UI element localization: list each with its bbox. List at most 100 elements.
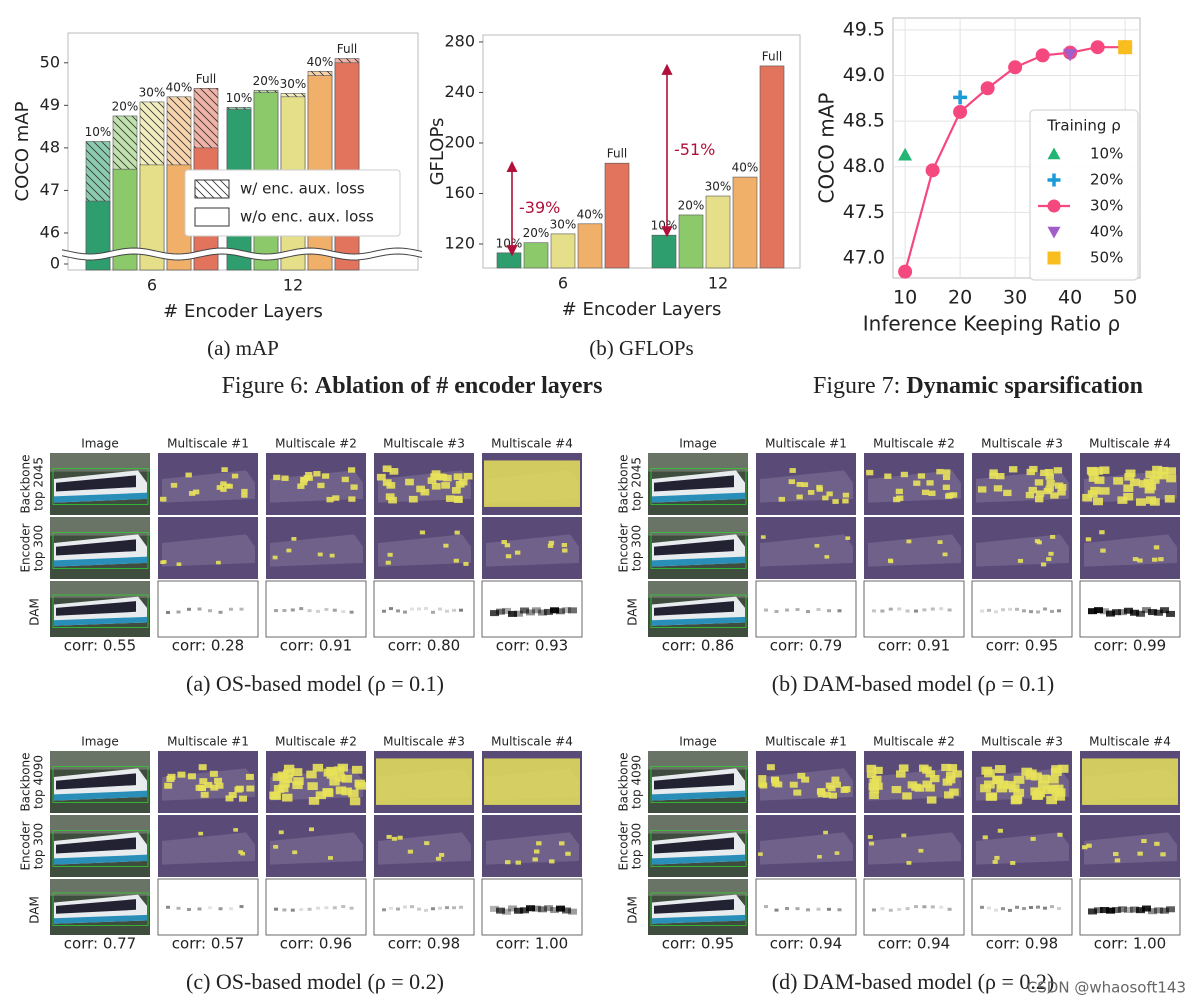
dam-spot bbox=[550, 607, 559, 614]
tram-stripe bbox=[652, 854, 745, 865]
selected-token bbox=[397, 835, 403, 840]
dam-spot bbox=[1106, 907, 1115, 914]
x-tick-label: 6 bbox=[147, 276, 157, 295]
dam-spot bbox=[290, 608, 295, 612]
dam-spot bbox=[218, 610, 223, 614]
dam-spot bbox=[1015, 607, 1019, 611]
selected-token bbox=[1149, 498, 1160, 506]
dam-spot bbox=[166, 905, 170, 909]
dam-spot bbox=[922, 905, 927, 909]
dam-spot bbox=[459, 905, 463, 909]
tram-stripe bbox=[652, 616, 745, 626]
dam-spot bbox=[1094, 607, 1103, 614]
tram-shape bbox=[270, 470, 363, 503]
selected-token bbox=[1145, 470, 1156, 479]
bbox bbox=[650, 532, 747, 569]
selected-token bbox=[565, 851, 571, 856]
selected-token bbox=[241, 492, 248, 498]
bar bbox=[678, 214, 704, 269]
figure-caption: Figure 6: Ablation of # encoder layers bbox=[222, 373, 603, 399]
legend-title: Training ρ bbox=[1046, 117, 1120, 135]
tram-shape bbox=[760, 832, 853, 865]
dam-spot bbox=[1001, 907, 1005, 911]
dam-spot bbox=[299, 908, 304, 912]
annotation-label: -39% bbox=[519, 198, 560, 217]
selected-token bbox=[796, 494, 803, 500]
selected-token bbox=[895, 488, 903, 495]
selected-token bbox=[463, 472, 473, 480]
y-tick-label: 47 bbox=[40, 180, 60, 199]
selected-token bbox=[341, 476, 349, 483]
bar bbox=[577, 223, 603, 269]
selected-token bbox=[989, 469, 998, 476]
selected-token bbox=[333, 766, 345, 775]
x-axis-label: # Encoder Layers bbox=[163, 301, 323, 322]
selected-token bbox=[226, 483, 233, 489]
selected-token bbox=[1013, 775, 1025, 784]
selected-token bbox=[825, 782, 834, 789]
selected-token bbox=[430, 473, 440, 480]
bbox bbox=[650, 892, 747, 926]
dam-spot bbox=[1043, 607, 1047, 611]
selected-token bbox=[283, 764, 295, 773]
selected-token bbox=[1093, 497, 1104, 506]
bbox bbox=[52, 892, 149, 926]
row-label: Encoder bbox=[19, 821, 33, 870]
dam-spot bbox=[459, 608, 463, 612]
selected-token bbox=[845, 536, 851, 540]
dam-spot bbox=[396, 907, 400, 911]
selected-token bbox=[241, 488, 248, 494]
selected-token bbox=[458, 478, 468, 486]
dam-spot bbox=[556, 905, 565, 912]
tram-shape bbox=[378, 832, 471, 865]
selected-token bbox=[937, 540, 943, 544]
dam-spot bbox=[785, 907, 789, 911]
legend-patch bbox=[194, 207, 230, 227]
selected-token bbox=[188, 491, 196, 496]
correlation: corr: 0.28 bbox=[172, 637, 244, 655]
selected-token bbox=[239, 795, 248, 802]
selected-token bbox=[548, 540, 555, 545]
dam-spot bbox=[1124, 607, 1133, 614]
selected-token bbox=[501, 540, 507, 545]
attention-map bbox=[972, 815, 1072, 877]
dam-spot bbox=[410, 905, 414, 909]
correlation: corr: 0.77 bbox=[64, 935, 136, 953]
attention-map bbox=[374, 815, 474, 877]
column-header: Multiscale #2 bbox=[873, 437, 955, 451]
dam-spot bbox=[914, 905, 918, 909]
selected-token bbox=[986, 792, 998, 801]
tram-shape bbox=[270, 534, 363, 567]
sky bbox=[648, 581, 748, 598]
dam-spot bbox=[806, 610, 810, 614]
selected-token bbox=[355, 781, 367, 790]
dam-spot bbox=[1029, 906, 1033, 910]
correlation: corr: 0.98 bbox=[986, 935, 1058, 953]
bar bbox=[705, 195, 731, 269]
selected-token bbox=[918, 764, 929, 772]
dam-spot bbox=[980, 905, 984, 909]
attention-map bbox=[266, 517, 366, 579]
dam-spot bbox=[1088, 908, 1097, 915]
selected-token bbox=[273, 785, 285, 793]
dam-spot bbox=[187, 607, 191, 611]
legend-label: 50% bbox=[1090, 249, 1123, 267]
point bbox=[1035, 48, 1050, 63]
dam-spot bbox=[514, 907, 523, 914]
x-axis-label: # Encoder Layers bbox=[562, 299, 722, 320]
selected-token bbox=[1037, 780, 1049, 789]
panel-caption: (a) OS-based model (ρ = 0.1) bbox=[186, 671, 444, 696]
dam-map bbox=[265, 878, 367, 936]
correlation: corr: 0.86 bbox=[662, 637, 734, 655]
selected-token bbox=[1152, 465, 1163, 474]
axis-break-edge bbox=[61, 253, 423, 261]
selected-token bbox=[1036, 540, 1042, 545]
bbox bbox=[650, 468, 747, 505]
selected-token bbox=[1160, 852, 1166, 857]
selected-token bbox=[209, 770, 218, 777]
selected-token bbox=[225, 795, 234, 802]
bar-label: 10% bbox=[496, 236, 523, 250]
selected-token bbox=[766, 764, 775, 771]
y-axis-label: COCO mAP bbox=[815, 93, 839, 204]
row-label: Backbone bbox=[617, 454, 631, 513]
